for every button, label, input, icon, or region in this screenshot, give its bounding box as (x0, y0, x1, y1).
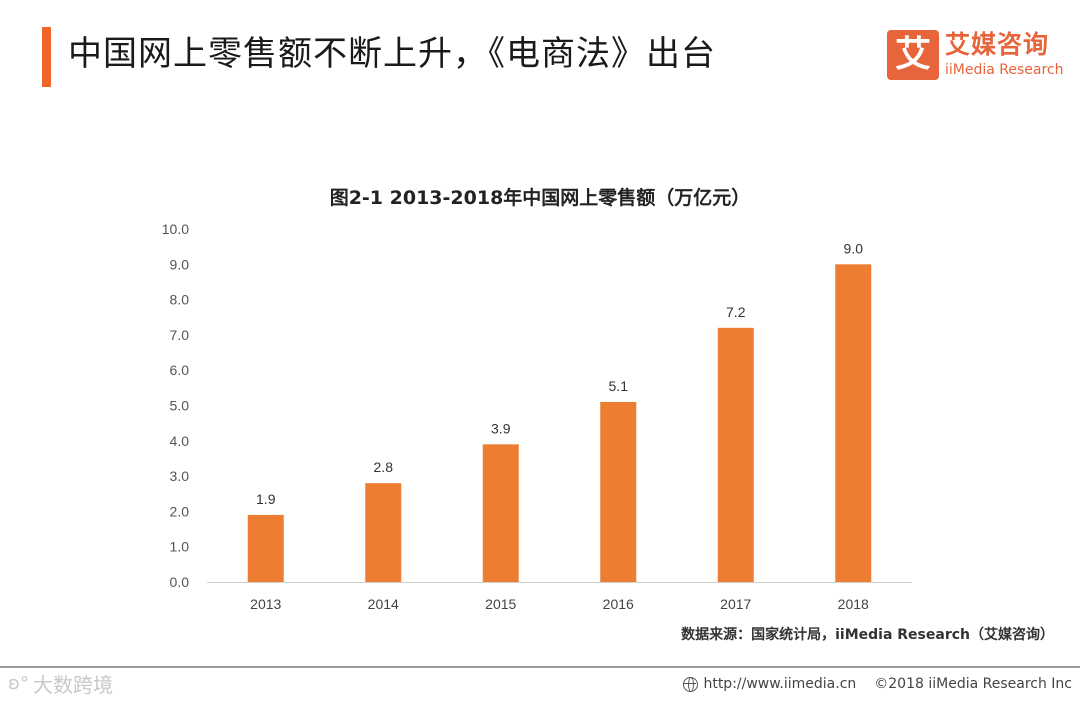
bar (365, 483, 402, 582)
bar (717, 327, 754, 582)
watermark: ʚ° 大数跨境 (8, 670, 113, 697)
x-tick-label: 2013 (250, 596, 281, 612)
title-accent-bar (42, 27, 51, 87)
y-tick-label: 6.0 (170, 362, 190, 378)
y-tick-label: 7.0 (170, 327, 190, 343)
bar (482, 444, 519, 582)
logo-name-en: iiMedia Research (945, 62, 1064, 78)
bar (247, 514, 284, 582)
data-source-note: 数据来源：国家统计局，iiMedia Research（艾媒咨询） (681, 627, 1054, 643)
y-tick-label: 4.0 (170, 433, 190, 449)
footer-copyright: ©2018 iiMedia Research Inc (874, 676, 1072, 692)
y-tick-label: 3.0 (170, 468, 190, 484)
data-label: 3.9 (491, 420, 511, 436)
x-tick-label: 2014 (368, 596, 399, 612)
y-tick-label: 8.0 (170, 292, 190, 308)
y-tick-label: 9.0 (170, 256, 190, 272)
data-label: 1.9 (256, 491, 276, 507)
footer-divider (0, 666, 1080, 668)
x-tick-label: 2016 (603, 596, 634, 612)
x-tick-label: 2017 (720, 596, 751, 612)
y-tick-label: 10.0 (162, 221, 189, 237)
watermark-text: 大数跨境 (32, 672, 113, 697)
data-label: 5.1 (609, 378, 629, 394)
y-tick-label: 0.0 (170, 574, 190, 590)
data-label: 9.0 (844, 240, 864, 256)
data-label: 7.2 (726, 304, 746, 320)
logo-name-cn: 艾媒咨询 (945, 30, 1050, 59)
x-tick-label: 2015 (485, 596, 516, 612)
y-tick-label: 5.0 (170, 398, 190, 414)
globe-icon (683, 676, 699, 692)
chart-title: 图2-1 2013-2018年中国网上零售额（万亿元） (329, 187, 751, 209)
y-tick-label: 2.0 (170, 503, 190, 519)
bar (835, 264, 872, 582)
page-title: 中国网上零售额不断上升，《电商法》出台 (68, 34, 716, 74)
logo-mark: 艾 (887, 30, 939, 80)
data-label: 2.8 (374, 459, 394, 475)
bar (600, 401, 637, 582)
x-tick-label: 2018 (838, 596, 869, 612)
iimedia-logo: 艾 艾媒咨询 iiMedia Research (887, 30, 1067, 82)
y-tick-label: 1.0 (170, 539, 190, 555)
footer-url-link[interactable]: http://www.iimedia.cn (703, 676, 857, 692)
footer-info: http://www.iimedia.cn ©2018 iiMedia Rese… (683, 676, 1072, 692)
weibo-icon: ʚ° (8, 672, 29, 694)
